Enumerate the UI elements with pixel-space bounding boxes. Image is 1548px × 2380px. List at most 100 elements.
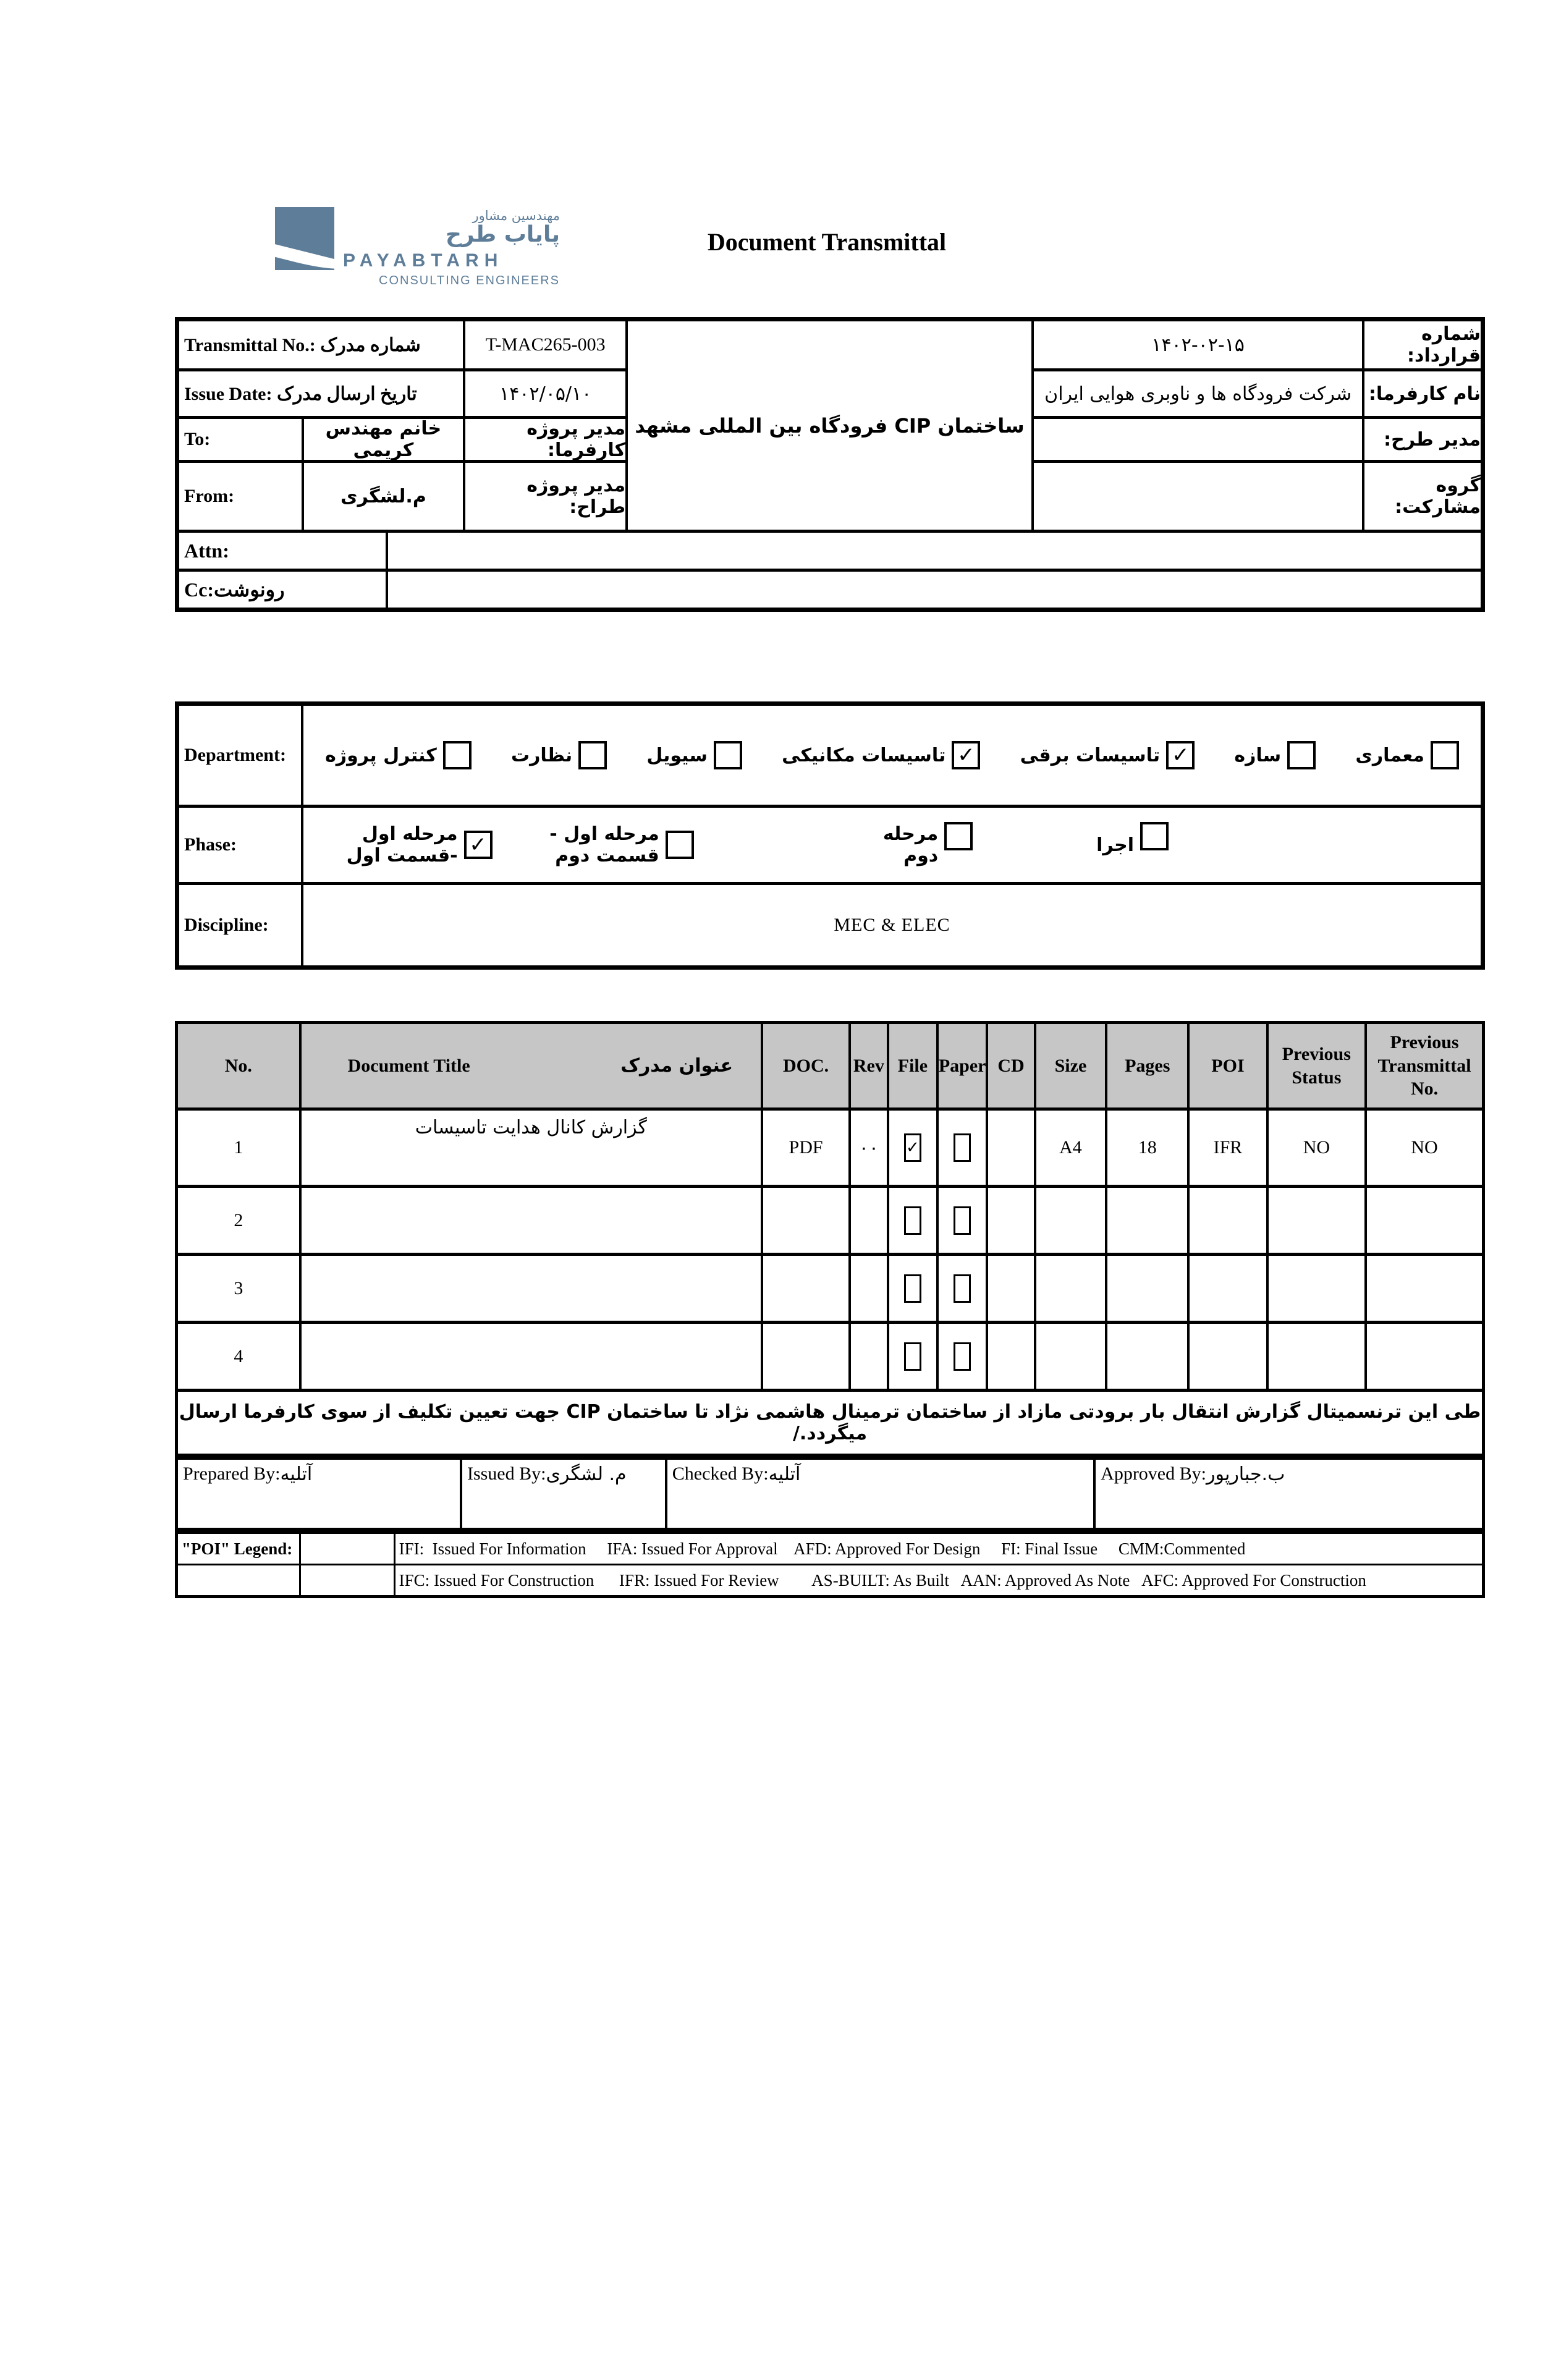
department-label: Department: xyxy=(179,706,302,805)
signatures-table: Prepared By: آتلیه Issued By: م. لشگری Che… xyxy=(175,1457,1485,1531)
execution-label: اجرا xyxy=(1096,834,1134,856)
checked-by-cell: Checked By: آتلیه xyxy=(667,1460,1094,1528)
doc-row-file xyxy=(889,1324,937,1389)
doc-row-pages xyxy=(1107,1324,1188,1389)
col-header-no: No. xyxy=(178,1024,299,1107)
logo-brand-en: PAYABTARH xyxy=(343,250,504,271)
department-options: معماری سازه ✓ تاسیسات برقی ✓ تاسیسات مکا… xyxy=(303,706,1481,805)
issued-by-value: م. لشگری xyxy=(546,1463,627,1485)
discipline-label: Discipline: xyxy=(179,885,302,965)
col-header-prev-status: Previous Status xyxy=(1268,1024,1365,1107)
phase-item-phase2: مرحله دوم xyxy=(873,822,973,866)
doc-row-poi xyxy=(1190,1324,1266,1389)
doc-row-paper xyxy=(939,1256,986,1321)
doc-row-rev xyxy=(851,1324,887,1389)
doc-row-paper xyxy=(939,1111,986,1185)
department-phase-table: Department: معماری سازه ✓ تاسیسات برقی ✓… xyxy=(175,701,1485,970)
plan-manager-value xyxy=(1033,419,1363,460)
doc-row-poi xyxy=(1190,1256,1266,1321)
architecture-label: معماری xyxy=(1355,744,1424,766)
phase-item-phase1-part2: مرحله اول - قسمت دوم xyxy=(500,823,694,866)
phase1-part1-checkbox: ✓ xyxy=(463,831,493,859)
doc-row-prev-transmittal: NO xyxy=(1367,1111,1482,1185)
architecture-checkbox xyxy=(1431,741,1459,769)
logo-brand-fa-small: مهندسین مشاور xyxy=(472,208,560,223)
doc-row-file: ✓ xyxy=(889,1111,937,1185)
approved-by-label: Approved By: xyxy=(1101,1463,1206,1484)
project-control-label: کنترل پروژه xyxy=(325,744,437,766)
poi-legend-spacer xyxy=(178,1565,300,1595)
doc-row-cd xyxy=(988,1324,1034,1389)
paper-checkbox xyxy=(954,1133,971,1162)
doc-row-rev xyxy=(851,1188,887,1253)
issued-by-cell: Issued By: م. لشگری xyxy=(462,1460,665,1528)
doc-row-rev xyxy=(851,1256,887,1321)
jv-group-value xyxy=(1033,463,1363,530)
attn-row: Attn: xyxy=(179,533,1481,569)
col-header-pages: Pages xyxy=(1107,1024,1188,1107)
project-name: ساختمان CIP فرودگاه بین المللی مشهد xyxy=(635,413,1025,438)
doc-row-size xyxy=(1036,1324,1106,1389)
to-value: خانم مهندس کریمی xyxy=(303,419,463,460)
transmittal-no-label: Transmittal No.: شماره مدرک xyxy=(179,321,463,368)
issue-date-value: ۱۴۰۲/۰۵/۱۰ xyxy=(465,371,626,416)
client-name-value: شرکت فرودگاه ها و ناوبری هوایی ایران xyxy=(1033,371,1363,416)
page-title: Document Transmittal xyxy=(707,228,947,256)
doc-row-size: A4 xyxy=(1036,1111,1106,1185)
prepared-by-cell: Prepared By: آتلیه xyxy=(178,1460,460,1528)
electrical-checkbox: ✓ xyxy=(1166,741,1195,769)
phase1-part2-checkbox xyxy=(665,831,694,859)
logo-text-block: مهندسین مشاور پایاب طرح PAYABTARH CONSUL… xyxy=(343,207,560,288)
doc-row-cd xyxy=(988,1188,1034,1253)
doc-row-poi xyxy=(1190,1188,1266,1253)
issue-date-label: Issue Date: تاریخ ارسال مدرک xyxy=(179,371,463,416)
transmittal-no-value: T-MAC265-003 xyxy=(465,321,626,368)
doc-row-no: 2 xyxy=(178,1188,299,1253)
supervision-label: نظارت xyxy=(510,744,573,766)
doc-row-size xyxy=(1036,1188,1106,1253)
department-item-structure: سازه xyxy=(1234,741,1316,769)
project-control-checkbox xyxy=(442,741,472,769)
doc-row-prev-transmittal xyxy=(1367,1188,1482,1253)
col-header-paper: Paper xyxy=(939,1024,986,1107)
department-item-architecture: معماری xyxy=(1355,741,1459,769)
logo-brand-sub: CONSULTING ENGINEERS xyxy=(379,273,560,287)
phase2-label: مرحله دوم xyxy=(882,823,939,866)
doc-row-paper xyxy=(939,1188,986,1253)
department-item-supervision: نظارت xyxy=(511,741,607,769)
issued-by-label: Issued By: xyxy=(467,1463,546,1484)
phase-item-execution: اجرا xyxy=(1096,822,1169,859)
col-header-cd: CD xyxy=(988,1024,1034,1107)
doc-row-prev-transmittal xyxy=(1367,1256,1482,1321)
paper-checkbox xyxy=(954,1274,971,1303)
department-item-mechanical: ✓ تاسیسات مکانیکی xyxy=(782,741,981,769)
company-logo: مهندسین مشاور پایاب طرح PAYABTARH CONSUL… xyxy=(275,207,560,288)
execution-checkbox xyxy=(1140,822,1169,850)
phase2-checkbox xyxy=(944,822,973,850)
checked-by-label: Checked By: xyxy=(672,1463,769,1484)
structure-checkbox xyxy=(1287,741,1316,769)
from-label: From: xyxy=(179,463,302,530)
from-value: م.لشگری xyxy=(303,463,463,530)
civil-checkbox xyxy=(713,741,742,769)
civil-label: سیویل xyxy=(646,744,708,766)
doc-row-title: گزارش کانال هدایت تاسیسات xyxy=(301,1111,761,1185)
doc-row-rev: ۰۰ xyxy=(851,1111,887,1185)
paper-checkbox xyxy=(954,1342,971,1371)
doc-row-size xyxy=(1036,1256,1106,1321)
department-item-project-control: کنترل پروژه xyxy=(325,741,472,769)
doc-row-prev-status: NO xyxy=(1268,1111,1365,1185)
col-header-rev: Rev xyxy=(851,1024,887,1107)
doc-row-cd xyxy=(988,1111,1034,1185)
structure-label: سازه xyxy=(1234,744,1282,766)
doc-row-paper xyxy=(939,1324,986,1389)
jv-group-label: گروه مشارکت: xyxy=(1364,463,1481,530)
doc-row-no: 1 xyxy=(178,1111,299,1185)
department-item-electrical: ✓ تاسیسات برقی xyxy=(1020,741,1195,769)
logo-swoosh-icon xyxy=(275,207,334,270)
doc-row-doc xyxy=(763,1188,849,1253)
prepared-by-label: Prepared By: xyxy=(183,1463,281,1484)
doc-row-cd xyxy=(988,1256,1034,1321)
doc-row-title xyxy=(301,1324,761,1389)
doc-row-doc: PDF xyxy=(763,1111,849,1185)
